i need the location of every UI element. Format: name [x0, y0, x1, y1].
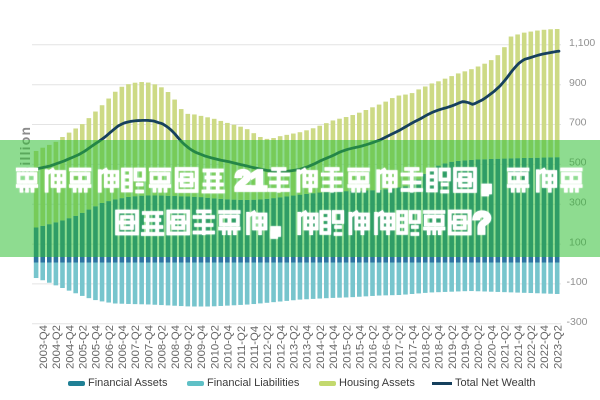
svg-text:2018-Q4: 2018-Q4	[434, 325, 446, 369]
svg-text:2009-Q4: 2009-Q4	[196, 325, 208, 369]
svg-text:2022-Q4: 2022-Q4	[539, 325, 551, 369]
svg-text:2015-Q2: 2015-Q2	[341, 325, 353, 369]
svg-text:1,100: 1,100	[569, 37, 595, 49]
svg-text:2013-Q4: 2013-Q4	[302, 325, 314, 369]
svg-text:2005-Q2: 2005-Q2	[78, 325, 90, 369]
svg-text:2016-Q2: 2016-Q2	[368, 325, 380, 369]
svg-text:2012-Q4: 2012-Q4	[275, 325, 287, 369]
svg-text:2008-Q4: 2008-Q4	[170, 325, 182, 369]
svg-text:2017-Q4: 2017-Q4	[407, 325, 419, 369]
svg-text:2010-Q4: 2010-Q4	[223, 325, 235, 369]
svg-text:2017-Q2: 2017-Q2	[394, 325, 406, 369]
svg-text:2011-Q2: 2011-Q2	[236, 326, 248, 369]
svg-text:2021-Q2: 2021-Q2	[500, 325, 512, 369]
svg-text:2014-Q4: 2014-Q4	[328, 325, 340, 369]
svg-text:2010-Q2: 2010-Q2	[209, 325, 221, 369]
svg-text:2011-Q4: 2011-Q4	[249, 326, 261, 369]
svg-text:2013-Q2: 2013-Q2	[289, 325, 301, 369]
svg-text:21: 21	[235, 165, 266, 196]
svg-text:-100: -100	[567, 276, 588, 288]
svg-text:21: 21	[235, 165, 266, 196]
svg-text:2009-Q2: 2009-Q2	[183, 325, 195, 369]
svg-text:2023-Q2: 2023-Q2	[552, 325, 564, 369]
svg-text:2019-Q4: 2019-Q4	[460, 325, 472, 369]
svg-text:2003-Q4: 2003-Q4	[38, 325, 50, 369]
svg-text:2012-Q2: 2012-Q2	[262, 325, 274, 369]
svg-text:2007-Q2: 2007-Q2	[130, 325, 142, 369]
svg-text:-300: -300	[567, 316, 588, 328]
svg-text:2008-Q2: 2008-Q2	[157, 325, 169, 369]
svg-text:2016-Q4: 2016-Q4	[381, 325, 393, 369]
svg-text:2014-Q2: 2014-Q2	[315, 325, 327, 369]
svg-text:2005-Q4: 2005-Q4	[91, 325, 103, 369]
svg-text:2004-Q4: 2004-Q4	[64, 325, 76, 369]
svg-text:2015-Q4: 2015-Q4	[355, 325, 367, 369]
svg-text:2019-Q2: 2019-Q2	[447, 325, 459, 369]
svg-text:2021-Q4: 2021-Q4	[513, 325, 525, 369]
svg-text:2004-Q2: 2004-Q2	[51, 325, 63, 369]
svg-text:700: 700	[569, 117, 587, 129]
svg-text:2020-Q2: 2020-Q2	[473, 325, 485, 369]
svg-text:2007-Q4: 2007-Q4	[143, 325, 155, 369]
svg-text:2006-Q2: 2006-Q2	[104, 325, 116, 369]
svg-text:2020-Q4: 2020-Q4	[486, 325, 498, 369]
svg-text:?: ?	[473, 207, 491, 240]
svg-text:2022-Q2: 2022-Q2	[526, 325, 538, 369]
svg-text:900: 900	[569, 77, 587, 89]
svg-text:2006-Q4: 2006-Q4	[117, 325, 129, 369]
svg-text:2018-Q2: 2018-Q2	[421, 325, 433, 369]
svg-text:?: ?	[473, 207, 491, 240]
